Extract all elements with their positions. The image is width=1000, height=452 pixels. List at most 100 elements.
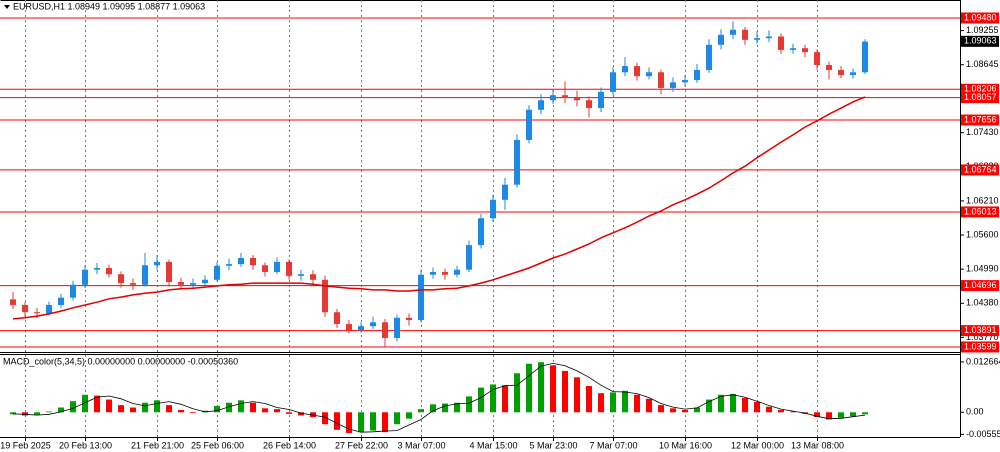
histogram-bar [682, 409, 688, 413]
candle-body [190, 283, 196, 285]
candle-body [274, 261, 280, 272]
moving-average [12, 96, 866, 320]
candle-body [106, 268, 112, 275]
indicator-title: MACD_color(5,34,5) 0.00000000 0.00000000… [3, 356, 238, 366]
histogram-bar [406, 412, 412, 419]
y-tick-label: -0.0055570 [966, 429, 1000, 439]
candle-body [850, 72, 856, 76]
histogram-bar [238, 400, 244, 413]
candle-body [358, 326, 364, 331]
candle-body [574, 97, 580, 101]
histogram-bar [298, 412, 304, 416]
candle-body [814, 52, 820, 65]
candle-body [430, 271, 436, 275]
x-tick-label: 12 Mar 00:00 [731, 440, 784, 450]
candle-body [394, 317, 400, 338]
candle-body [538, 100, 544, 110]
x-tick-label: 26 Feb 14:00 [263, 440, 316, 450]
candle-body [598, 91, 604, 109]
y-tick-label: 1.07430 [966, 127, 999, 137]
x-tick-label: 13 Mar 08:00 [791, 440, 844, 450]
y-tick-label: 1.06210 [966, 195, 999, 205]
level-label-box [961, 206, 999, 218]
candle-body [346, 323, 352, 331]
x-tick-label: 27 Feb 22:00 [335, 440, 388, 450]
histogram-bar [586, 386, 592, 413]
candle-body [694, 70, 700, 81]
histogram-bar [178, 409, 184, 413]
candle-body [706, 44, 712, 71]
candle-body [202, 279, 208, 284]
level-label: 1.03891 [964, 325, 997, 335]
candle-body [670, 82, 676, 88]
histogram-bar [70, 401, 76, 413]
candle-body [82, 269, 88, 285]
histogram-bar [58, 407, 64, 413]
level-label: 1.03599 [964, 341, 997, 351]
histogram-bar [718, 394, 724, 413]
candle-body [754, 38, 760, 40]
level-label-box [961, 164, 999, 176]
histogram-bar [430, 404, 436, 413]
histogram-bar [262, 408, 268, 413]
candle-body [586, 100, 592, 109]
histogram-bar [106, 399, 112, 413]
candle-body [730, 29, 736, 35]
candle-body [790, 48, 796, 50]
candle-body [610, 72, 616, 92]
histogram-bar [82, 394, 88, 413]
candle-body [442, 271, 448, 275]
histogram-bar [382, 412, 388, 433]
candle-body [70, 284, 76, 298]
candle-body [226, 264, 232, 266]
histogram-bar [22, 412, 28, 416]
candle-body [514, 139, 520, 185]
candle-body [334, 312, 340, 324]
histogram-bar [454, 402, 460, 413]
level-label-box [961, 12, 999, 24]
candle-body [454, 269, 460, 275]
candle-body [742, 29, 748, 40]
histogram-bar [766, 406, 772, 413]
level-label: 1.09480 [964, 12, 997, 22]
price-label: 1.09063 [964, 36, 997, 46]
x-tick-label: 5 Mar 23:00 [529, 440, 577, 450]
histogram-bar [862, 412, 868, 415]
candle-body [490, 199, 496, 219]
histogram-bar [418, 409, 424, 413]
histogram-bar [562, 370, 568, 413]
candle-body [406, 317, 412, 321]
histogram-bar [358, 412, 364, 433]
x-tick-label: 4 Mar 15:00 [469, 440, 517, 450]
histogram-bar [10, 412, 16, 415]
candle-body [94, 268, 100, 270]
candle-body [118, 274, 124, 284]
histogram-bar [94, 395, 100, 413]
histogram-bar [154, 400, 160, 413]
candle-body [130, 283, 136, 285]
candle-body [154, 261, 160, 266]
candle-body [322, 279, 328, 313]
histogram-bar [538, 362, 544, 413]
histogram-bar [490, 384, 496, 413]
candle-body [418, 274, 424, 321]
candle-body [478, 218, 484, 246]
histogram-bar [478, 387, 484, 413]
histogram-bar [286, 412, 292, 414]
y-tick-label: 1.09255 [966, 25, 999, 35]
histogram-bar [346, 412, 352, 433]
candle-body [286, 261, 292, 276]
x-tick-label: 25 Feb 06:00 [191, 440, 244, 450]
histogram-bar [334, 412, 340, 430]
candle-body [562, 95, 568, 98]
histogram-bar [850, 412, 856, 417]
y-tick-label: 1.04990 [966, 264, 999, 274]
histogram-bar [646, 398, 652, 413]
histogram-bar [226, 402, 232, 413]
histogram-bar [118, 405, 124, 413]
candle-body [646, 72, 652, 77]
histogram-bar [706, 399, 712, 413]
histogram-bar [466, 396, 472, 413]
